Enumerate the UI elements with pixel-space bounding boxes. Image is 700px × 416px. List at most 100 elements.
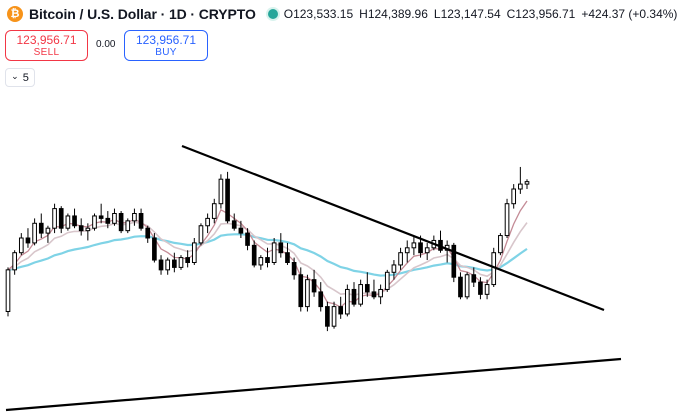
candle — [105, 211, 111, 229]
candle — [285, 242, 290, 265]
ohlc-close: C123,956.71 — [506, 7, 576, 21]
candle — [298, 267, 304, 312]
candle — [12, 250, 17, 275]
candle — [478, 277, 483, 300]
candle-body — [398, 252, 403, 266]
candle-body — [218, 178, 224, 205]
candle-body — [198, 225, 204, 244]
candle-body — [92, 215, 97, 229]
candle-body — [18, 237, 24, 254]
candle-body — [291, 262, 297, 276]
candle-body — [524, 181, 530, 185]
ohlc-low: L123,147.54 — [433, 7, 501, 21]
candle-body — [112, 213, 117, 224]
candle-body — [278, 242, 284, 254]
candle-body — [245, 232, 250, 246]
candle-body — [511, 188, 517, 205]
candle-body — [464, 274, 470, 298]
candle — [511, 184, 517, 209]
candle — [464, 272, 470, 300]
ohlc-open: O123,533.15 — [283, 7, 354, 21]
candle-body — [251, 244, 257, 266]
candle — [5, 267, 11, 317]
candle — [145, 225, 151, 243]
candle — [25, 228, 31, 248]
candle — [72, 208, 77, 229]
buy-button[interactable]: 123,956.71 BUY — [124, 30, 208, 61]
indicators-count: 5 — [22, 71, 29, 84]
indicators-toggle-button[interactable]: ⌄ 5 — [5, 68, 35, 87]
candle — [172, 252, 177, 273]
trendlines — [5, 144, 622, 412]
candle-body — [158, 259, 164, 271]
candle-body — [205, 217, 210, 227]
lower-trendline[interactable] — [5, 357, 622, 412]
sell-button[interactable]: 123,956.71 SELL — [5, 30, 88, 61]
candle-body — [325, 306, 330, 327]
candle — [112, 208, 117, 226]
candle — [265, 247, 270, 268]
upper-trendline[interactable] — [181, 144, 605, 312]
candle — [152, 233, 157, 263]
candle-body — [25, 237, 31, 244]
candle — [438, 230, 443, 253]
candle-body — [211, 203, 217, 219]
candle — [391, 260, 397, 280]
candle — [198, 223, 204, 246]
candle-body — [458, 276, 463, 298]
ohlc-high: H124,389.96 — [359, 7, 428, 21]
candle — [118, 211, 124, 234]
candle-body — [311, 279, 317, 293]
candle-body — [12, 252, 17, 271]
candle-body — [185, 257, 190, 264]
candle — [65, 213, 71, 231]
candle — [258, 255, 264, 270]
candle — [444, 240, 450, 263]
candle — [58, 206, 64, 234]
candle-body — [85, 227, 91, 232]
candle-body — [518, 183, 523, 190]
candle-body — [178, 257, 184, 268]
candle — [251, 240, 257, 268]
candle-body — [58, 208, 64, 229]
candle — [331, 301, 337, 329]
candle — [325, 301, 330, 332]
symbol-title[interactable]: Bitcoin / U.S. Dollar · 1D · CRYPTO — [29, 6, 256, 22]
candle-body — [364, 284, 370, 293]
buy-label: BUY — [155, 47, 177, 58]
candle-body — [418, 242, 423, 254]
candle-body — [225, 178, 230, 222]
candle-body — [345, 288, 350, 315]
candle — [45, 225, 51, 243]
candle-body — [45, 227, 51, 234]
candle — [364, 272, 370, 297]
candle — [238, 220, 244, 238]
candle — [125, 218, 131, 234]
candle — [524, 179, 530, 189]
candle-body — [132, 213, 137, 222]
candle — [78, 218, 84, 236]
candle — [338, 296, 344, 319]
candle — [518, 166, 523, 194]
sell-price: 123,956.71 — [16, 33, 77, 47]
candle-body — [72, 215, 77, 227]
candle — [345, 284, 350, 317]
candle — [205, 213, 210, 234]
candle-body — [471, 274, 477, 283]
candle — [351, 282, 357, 307]
candle-body — [424, 247, 430, 254]
candle-body — [391, 264, 397, 273]
candle — [85, 223, 91, 241]
candle-body — [65, 215, 71, 229]
candle-body — [152, 237, 157, 261]
ohlc-change: +424.37 (+0.34%) — [581, 7, 678, 21]
candle — [278, 233, 284, 258]
candle — [404, 240, 410, 263]
chevron-down-icon: ⌄ — [11, 71, 19, 81]
candle — [318, 282, 324, 312]
candle — [92, 213, 97, 231]
candle-body — [498, 235, 503, 254]
candle — [424, 242, 430, 261]
ohlc-values: O123,533.15 H124,389.96 L123,147.54 C123… — [284, 7, 678, 21]
